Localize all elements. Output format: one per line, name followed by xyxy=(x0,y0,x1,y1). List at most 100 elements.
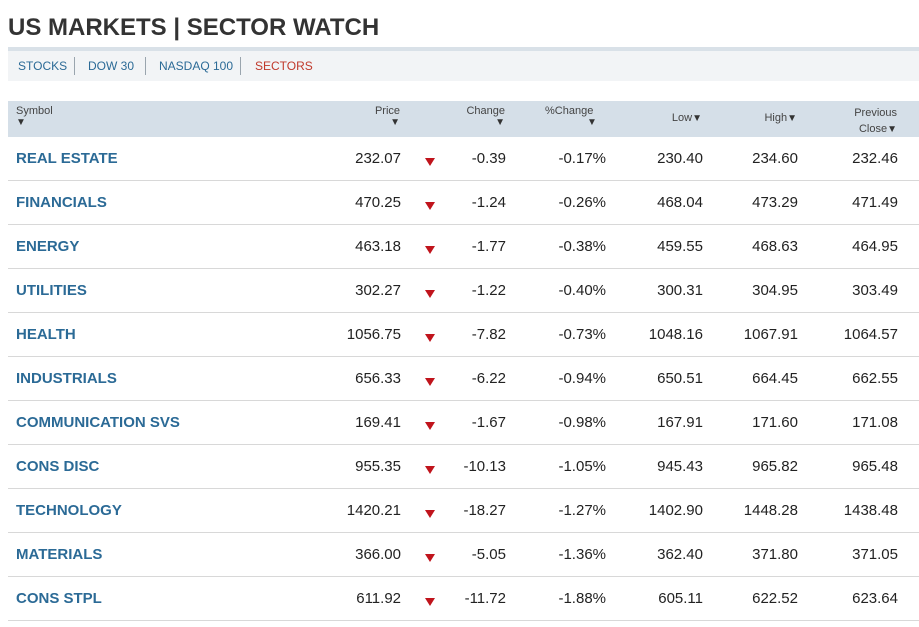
high-cell: 965.82 xyxy=(752,458,798,475)
low-cell: 1048.16 xyxy=(648,326,703,343)
col-symbol-label: Symbol xyxy=(16,105,53,117)
sort-arrow-icon: ▼ xyxy=(16,117,26,128)
down-arrow-icon xyxy=(425,290,435,298)
col-high-label: High xyxy=(764,112,788,124)
table-row: MATERIALS 366.00 -5.05 -1.36% 362.40 371.80 37… xyxy=(8,533,919,577)
symbol-link[interactable]: COMMUNICATION SVS xyxy=(16,414,180,431)
sub-nav: STOCKS DOW 30 NASDAQ 100 SECTORS xyxy=(8,51,919,81)
down-arrow-icon xyxy=(425,510,435,518)
symbol-link[interactable]: INDUSTRIALS xyxy=(16,370,117,387)
previous-close-cell: 232.46 xyxy=(852,150,898,167)
previous-close-cell: 623.64 xyxy=(852,590,898,607)
col-change-label: Change xyxy=(466,105,505,117)
high-cell: 473.29 xyxy=(752,194,798,211)
pct-change-cell: -0.40% xyxy=(558,282,606,299)
price-cell: 611.92 xyxy=(356,590,401,607)
pct-change-cell: -0.98% xyxy=(558,414,606,431)
low-cell: 459.55 xyxy=(657,238,703,255)
low-cell: 230.40 xyxy=(657,150,703,167)
previous-close-cell: 965.48 xyxy=(852,458,898,475)
low-cell: 167.91 xyxy=(657,414,703,431)
previous-close-cell: 303.49 xyxy=(852,282,898,299)
pct-change-cell: -0.17% xyxy=(558,150,606,167)
pct-change-cell: -1.27% xyxy=(558,502,606,519)
previous-close-cell: 471.49 xyxy=(852,194,898,211)
symbol-link[interactable]: HEALTH xyxy=(16,326,76,343)
col-symbol[interactable]: Symbol ▼ xyxy=(16,105,53,128)
down-arrow-icon xyxy=(425,202,435,210)
high-cell: 1448.28 xyxy=(743,502,798,519)
price-cell: 302.27 xyxy=(355,282,401,299)
table-row: CONS STPL 611.92 -11.72 -1.88% 605.11 622.52 6… xyxy=(8,577,919,621)
table-row: FINANCIALS 470.25 -1.24 -0.26% 468.04 473.29 4… xyxy=(8,181,919,225)
price-cell: 169.41 xyxy=(355,414,401,431)
nav-separator xyxy=(240,57,241,75)
high-cell: 371.80 xyxy=(752,546,798,563)
col-change[interactable]: Change ▼ xyxy=(438,105,505,128)
change-cell: -11.72 xyxy=(464,590,506,607)
price-cell: 232.07 xyxy=(355,150,401,167)
col-pct-change[interactable]: %Change ▼ xyxy=(545,105,597,128)
price-cell: 463.18 xyxy=(355,238,401,255)
change-cell: -18.27 xyxy=(463,502,506,519)
nav-dow-30[interactable]: DOW 30 xyxy=(88,59,135,73)
table-row: UTILITIES 302.27 -1.22 -0.40% 300.31 304.95 30… xyxy=(8,269,919,313)
table-row: HEALTH 1056.75 -7.82 -0.73% 1048.16 1067.91 10… xyxy=(8,313,919,357)
price-cell: 470.25 xyxy=(355,194,401,211)
pct-change-cell: -1.36% xyxy=(558,546,606,563)
price-cell: 656.33 xyxy=(355,370,401,387)
pct-change-cell: -0.38% xyxy=(558,238,606,255)
symbol-link[interactable]: UTILITIES xyxy=(16,282,87,299)
sort-arrow-icon: ▼ xyxy=(787,113,797,124)
table-row: COMMUNICATION SVS 169.41 -1.67 -0.98% 167.91… xyxy=(8,401,919,445)
price-cell: 1056.75 xyxy=(346,326,401,343)
down-arrow-icon xyxy=(425,554,435,562)
col-price-label: Price xyxy=(374,105,400,117)
col-low[interactable]: Low▼ xyxy=(648,112,702,124)
col-previous-close[interactable]: Previous Close▼ xyxy=(828,105,897,138)
low-cell: 362.40 xyxy=(657,546,703,563)
nav-nasdaq-100[interactable]: NASDAQ 100 xyxy=(159,59,234,73)
symbol-link[interactable]: MATERIALS xyxy=(16,546,103,563)
symbol-link[interactable]: ENERGY xyxy=(16,238,80,255)
table-row: INDUSTRIALS 656.33 -6.22 -0.94% 650.51 664.45… xyxy=(8,357,919,401)
down-arrow-icon xyxy=(425,334,435,342)
col-prev-label-1: Previous xyxy=(854,107,897,119)
col-pct-change-label: %Change xyxy=(545,105,594,117)
low-cell: 650.51 xyxy=(657,370,703,387)
title-divider xyxy=(8,47,919,51)
sort-arrow-icon: ▼ xyxy=(495,117,505,128)
low-cell: 605.11 xyxy=(658,590,703,607)
symbol-link[interactable]: FINANCIALS xyxy=(16,194,107,211)
previous-close-cell: 1064.57 xyxy=(843,326,898,343)
high-cell: 171.60 xyxy=(752,414,798,431)
high-cell: 1067.91 xyxy=(743,326,798,343)
symbol-link[interactable]: CONS STPL xyxy=(16,590,102,607)
col-high[interactable]: High▼ xyxy=(738,112,797,124)
nav-stocks[interactable]: STOCKS xyxy=(18,59,68,73)
high-cell: 304.95 xyxy=(752,282,798,299)
nav-sectors[interactable]: SECTORS xyxy=(255,59,313,73)
price-cell: 1420.21 xyxy=(346,502,401,519)
low-cell: 945.43 xyxy=(657,458,703,475)
pct-change-cell: -0.26% xyxy=(558,194,606,211)
high-cell: 468.63 xyxy=(752,238,798,255)
high-cell: 664.45 xyxy=(752,370,798,387)
table-row: ENERGY 463.18 -1.77 -0.38% 459.55 468.63 464.9… xyxy=(8,225,919,269)
symbol-link[interactable]: TECHNOLOGY xyxy=(16,502,122,519)
col-price[interactable]: Price ▼ xyxy=(338,105,400,128)
symbol-link[interactable]: REAL ESTATE xyxy=(16,150,118,167)
table-header: Symbol ▼ Price ▼ Change ▼ %Change ▼ Low▼… xyxy=(8,101,919,137)
nav-separator xyxy=(145,57,146,75)
down-arrow-icon xyxy=(425,466,435,474)
low-cell: 1402.90 xyxy=(648,502,703,519)
previous-close-cell: 662.55 xyxy=(852,370,898,387)
table-row: CONS DISC 955.35 -10.13 -1.05% 945.43 965.82 9… xyxy=(8,445,919,489)
change-cell: -5.05 xyxy=(471,546,506,563)
pct-change-cell: -1.05% xyxy=(558,458,606,475)
nav-separator xyxy=(74,57,75,75)
previous-close-cell: 371.05 xyxy=(852,546,898,563)
change-cell: -1.67 xyxy=(471,414,506,431)
symbol-link[interactable]: CONS DISC xyxy=(16,458,100,475)
col-prev-label-2: Close xyxy=(858,123,888,135)
